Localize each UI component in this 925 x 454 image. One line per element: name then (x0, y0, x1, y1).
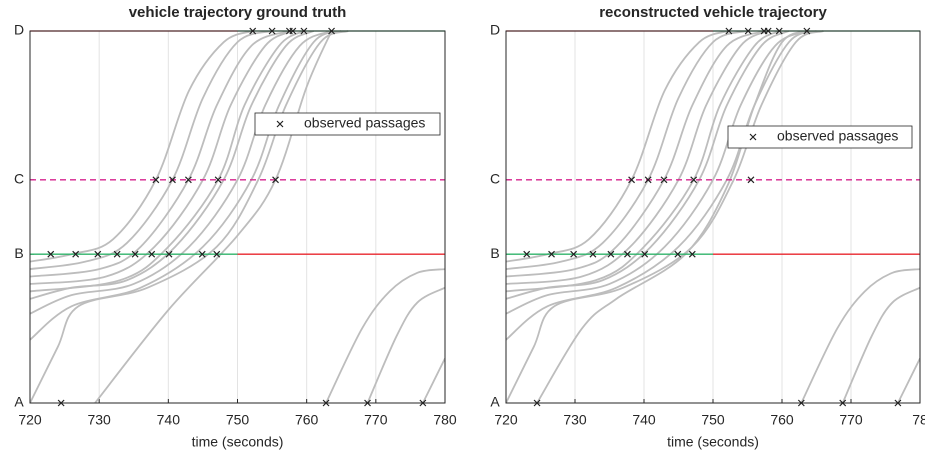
y-tick-label: A (490, 394, 500, 410)
passage-marker (213, 250, 221, 258)
trajectory (30, 30, 294, 285)
panel: vehicle trajectory ground truth 720 730 740… (14, 4, 457, 450)
x-tick-label: 750 (226, 412, 250, 428)
chart-title: reconstructed vehicle trajectory (599, 4, 827, 21)
passage-marker (570, 250, 578, 258)
passage-marker (198, 250, 206, 258)
passage-marker (589, 250, 597, 258)
x-tick-label: 740 (157, 412, 181, 428)
chart-title: vehicle trajectory ground truth (129, 4, 347, 21)
plot-area (30, 30, 445, 404)
axes-box (505, 30, 921, 404)
x-tick-label: 760 (770, 412, 794, 428)
trajectory (30, 30, 342, 341)
trajectory (506, 30, 824, 404)
passage-marker (641, 250, 649, 258)
passage-marker (131, 250, 139, 258)
passage-marker (548, 250, 555, 258)
passage-marker (624, 250, 631, 258)
y-tick-label: B (490, 245, 499, 261)
trajectory (30, 30, 332, 315)
trajectory (325, 268, 445, 404)
legend-marker (749, 133, 757, 141)
x-axis-label: time (seconds) (192, 434, 284, 450)
trajectory (422, 357, 445, 404)
passage-marker (94, 250, 102, 258)
x-tick-label: 780 (433, 412, 457, 428)
x-tick-label: 730 (563, 412, 587, 428)
passage-marker (214, 176, 222, 184)
passage-marker (628, 176, 636, 184)
passage-marker (747, 176, 755, 184)
panel: reconstructed vehicle trajectory 720 730 74… (490, 4, 925, 450)
x-tick-label: 720 (494, 412, 518, 428)
y-tick-label: D (490, 22, 500, 38)
x-tick-label: 740 (632, 412, 656, 428)
legend-box (727, 125, 913, 149)
passage-marker (688, 250, 696, 258)
x-tick-label: 720 (18, 412, 42, 428)
passage-marker (272, 176, 279, 184)
passage-marker (660, 176, 668, 184)
trajectory (366, 286, 445, 404)
trajectory (897, 357, 920, 404)
legend-label: observed passages (777, 128, 898, 144)
legend-marker (276, 120, 284, 128)
trajectory (506, 30, 769, 285)
y-tick-label: A (14, 394, 24, 410)
passage-marker (72, 250, 80, 258)
passage-marker (152, 176, 160, 184)
trajectory (536, 30, 810, 404)
y-tick-label: C (14, 171, 24, 187)
x-tick-label: 770 (839, 412, 863, 428)
axes-box (29, 30, 446, 404)
legend-label: observed passages (304, 115, 425, 131)
passage-marker (169, 176, 176, 184)
trajectory (506, 30, 817, 341)
trajectory (30, 30, 315, 300)
trajectory (94, 30, 333, 404)
y-tick-label: D (14, 22, 24, 38)
trajectory (506, 30, 808, 315)
x-axis-label: time (seconds) (667, 434, 759, 450)
plot-area (506, 30, 920, 404)
trajectory (841, 286, 920, 404)
x-tick-label: 760 (295, 412, 319, 428)
passage-marker (644, 176, 652, 184)
passage-marker (690, 176, 698, 184)
x-tick-label: 750 (701, 412, 725, 428)
passage-marker (113, 250, 121, 258)
y-tick-label: B (14, 245, 23, 261)
trajectory (800, 268, 920, 404)
y-tick-label: C (490, 171, 500, 187)
passage-marker (165, 250, 173, 258)
passage-marker (148, 250, 156, 258)
legend: observed passages (254, 112, 441, 136)
passage-marker (607, 250, 615, 258)
x-tick-label: 78 (912, 412, 925, 428)
passage-marker (47, 250, 55, 258)
trajectory (30, 30, 349, 404)
passage-marker (674, 250, 682, 258)
x-tick-label: 770 (364, 412, 388, 428)
x-tick-label: 730 (87, 412, 111, 428)
legend: observed passages (727, 125, 913, 149)
legend-box (254, 112, 441, 136)
passage-marker (523, 250, 531, 258)
passage-marker (184, 176, 192, 184)
trajectory (506, 30, 790, 300)
